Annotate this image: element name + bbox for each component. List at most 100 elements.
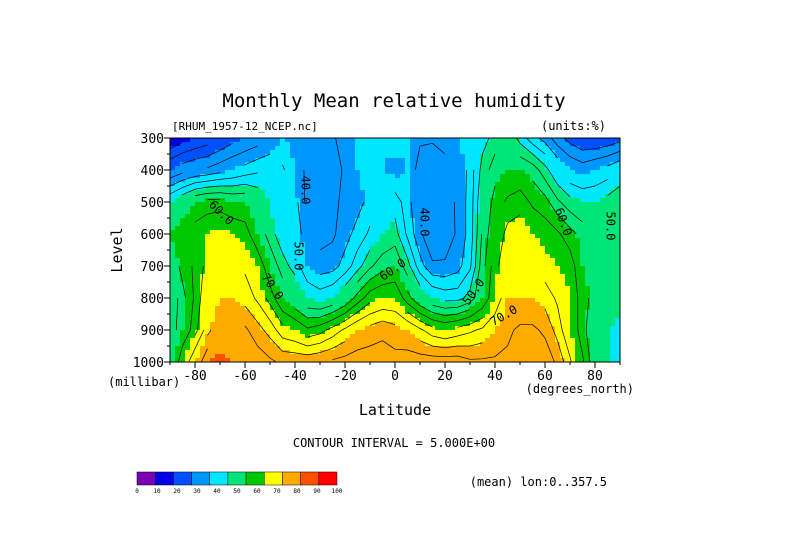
field-cell [170,142,176,147]
field-cell [210,354,216,359]
field-cell [515,146,521,151]
field-cell [180,190,186,195]
field-cell [560,238,566,243]
field-cell [400,354,406,359]
field-cell [465,154,471,159]
field-cell [230,350,236,355]
field-cell [595,274,601,279]
field-cell [495,146,501,151]
field-cell [495,298,501,303]
field-cell [275,206,281,211]
field-cell [590,254,596,259]
field-cell [270,270,276,275]
field-cell [580,226,586,231]
field-cell [390,158,396,163]
field-cell [545,354,551,359]
field-cell [495,234,501,239]
field-cell [495,138,501,143]
field-cell [555,318,561,323]
field-cell [370,162,376,167]
field-cell [290,306,296,311]
field-cell [590,238,596,243]
field-cell [325,278,331,283]
field-cell [485,210,491,215]
field-cell [255,350,261,355]
field-cell [535,274,541,279]
field-cell [375,238,381,243]
field-cell [520,222,526,227]
field-cell [375,254,381,259]
field-cell [590,242,596,247]
field-cell [440,314,446,319]
field-cell [420,310,426,315]
field-cell [500,198,506,203]
field-cell [415,198,421,203]
field-cell [545,206,551,211]
field-cell [465,162,471,167]
field-cell [390,310,396,315]
field-cell [485,350,491,355]
field-cell [350,298,356,303]
field-cell [430,222,436,227]
field-cell [375,202,381,207]
field-cell [465,146,471,151]
field-cell [515,318,521,323]
field-cell [355,174,361,179]
field-cell [445,322,451,327]
field-cell [595,202,601,207]
field-cell [425,322,431,327]
field-cell [550,354,556,359]
field-cell [395,318,401,323]
field-cell [370,238,376,243]
field-cell [240,186,246,191]
field-cell [410,302,416,307]
field-cell [490,326,496,331]
field-cell [315,250,321,255]
field-cell [335,266,341,271]
field-cell [480,286,486,291]
field-cell [530,290,536,295]
field-cell [400,142,406,147]
field-cell [415,138,421,143]
field-cell [290,242,296,247]
field-cell [185,230,191,235]
field-cell [310,310,316,315]
field-cell [535,258,541,263]
field-cell [285,182,291,187]
field-cell [310,318,316,323]
field-cell [420,322,426,327]
field-cell [425,162,431,167]
field-cell [395,278,401,283]
field-cell [480,218,486,223]
field-cell [210,146,216,151]
field-cell [570,342,576,347]
field-cell [605,230,611,235]
field-cell [400,270,406,275]
field-cell [435,194,441,199]
field-cell [400,310,406,315]
field-cell [180,182,186,187]
field-cell [185,194,191,199]
field-cell [485,270,491,275]
field-cell [415,302,421,307]
field-cell [225,250,231,255]
field-cell [265,262,271,267]
field-cell [590,346,596,351]
field-cell [375,290,381,295]
field-cell [355,274,361,279]
field-cell [185,218,191,223]
field-cell [495,238,501,243]
field-cell [555,154,561,159]
field-cell [190,138,196,143]
field-cell [585,138,591,143]
field-cell [390,346,396,351]
field-cell [240,202,246,207]
field-cell [435,274,441,279]
field-cell [585,206,591,211]
field-cell [500,154,506,159]
field-cell [380,358,386,362]
field-cell [500,222,506,227]
field-cell [520,142,526,147]
field-cell [170,250,176,255]
field-cell [225,294,231,299]
